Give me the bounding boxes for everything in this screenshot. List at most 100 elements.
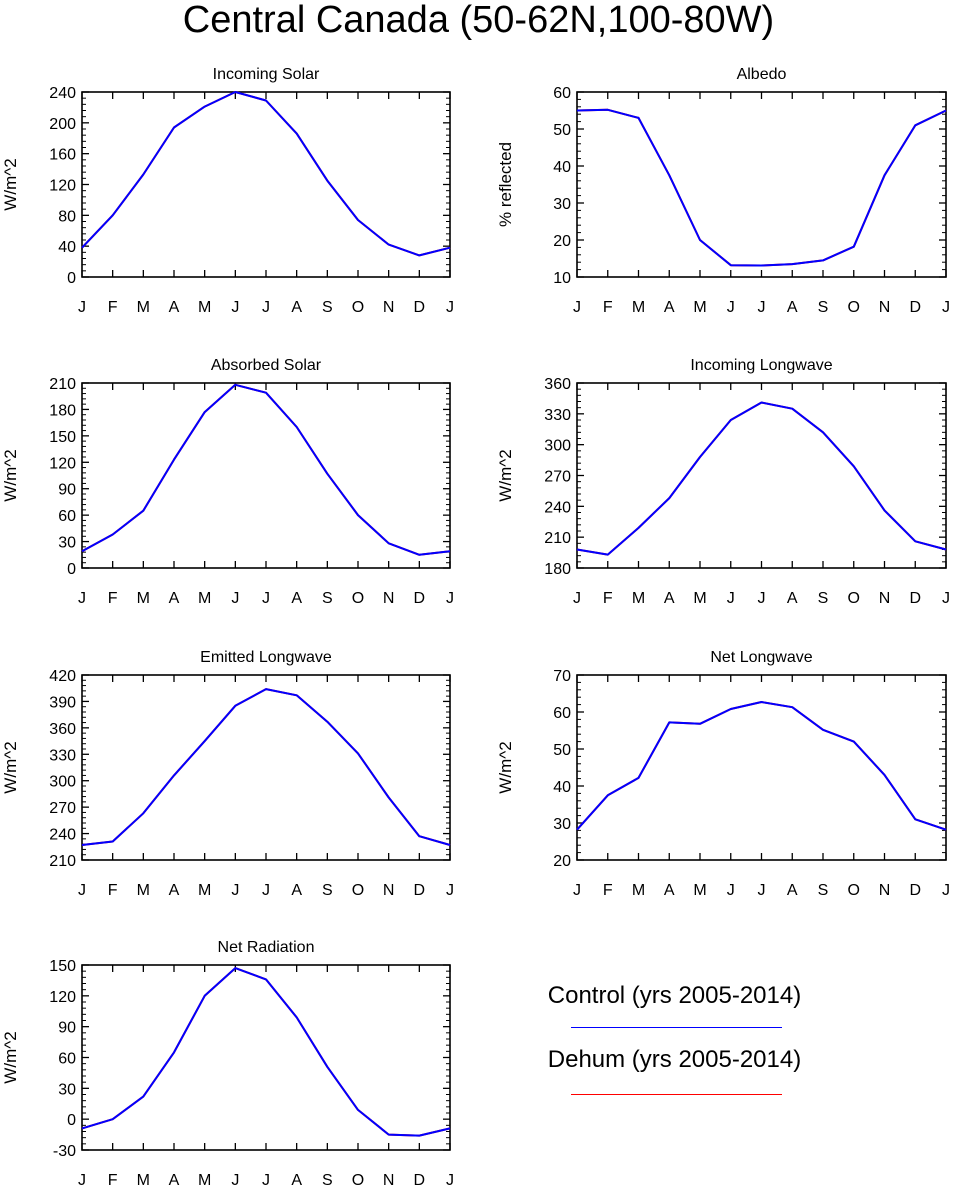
y-tick-label: 60 (58, 1051, 76, 1068)
panel-net-longwave: Net Longwave W/m^2 20 30 40 50 60 70 J F M A M J J A S O N… (496, 649, 950, 899)
y-tick-label: 420 (49, 668, 76, 685)
series-line-control (81, 383, 451, 556)
plot-frame (576, 382, 947, 569)
panel-title: Emitted Longwave (200, 649, 332, 666)
panel-title: Incoming Longwave (690, 357, 832, 374)
series-line-dehum (576, 401, 947, 556)
y-axis-label: % reflected (496, 142, 515, 227)
series-line-control (81, 967, 451, 1137)
x-tick-label: J (231, 1172, 239, 1187)
x-tick-label: A (787, 590, 798, 607)
x-tick-label: A (169, 299, 180, 316)
panel-title: Net Radiation (218, 939, 315, 956)
y-tick-label: 180 (544, 561, 571, 578)
y-tick-label: 120 (49, 989, 76, 1006)
x-tick-label: J (262, 590, 270, 607)
y-tick-label: 330 (49, 747, 76, 764)
y-axis-label: W/m^2 (1, 1031, 20, 1083)
x-tick-label: N (383, 882, 395, 899)
x-tick-label: A (169, 882, 180, 899)
x-tick-label: N (879, 299, 891, 316)
panel-title: Net Longwave (710, 649, 812, 666)
panel-absorbed-solar: Absorbed Solar W/m^2 0 30 60 90 120 150 180 210 J F… (1, 357, 454, 607)
y-tick-label: 50 (553, 742, 571, 759)
panel-title: Albedo (737, 66, 787, 83)
y-axis-label: W/m^2 (1, 449, 20, 501)
y-tick-label: 240 (544, 499, 571, 516)
x-tick-label: J (446, 1172, 454, 1187)
x-tick-label: A (787, 882, 798, 899)
plot-frame (576, 91, 947, 278)
x-tick-label: S (818, 882, 829, 899)
x-tick-label: M (632, 299, 645, 316)
figure-title: Central Canada (50-62N,100-80W) (182, 0, 775, 41)
y-tick-label: 50 (553, 122, 571, 139)
x-tick-label: A (291, 590, 302, 607)
series-line-dehum (576, 701, 947, 831)
y-tick-label: 300 (49, 774, 76, 791)
x-tick-label: F (108, 1172, 118, 1187)
x-tick-label: O (352, 882, 364, 899)
y-axis-label: W/m^2 (1, 741, 20, 793)
y-tick-label: 300 (544, 438, 571, 455)
x-tick-label: O (352, 299, 364, 316)
y-tick-label: 40 (58, 239, 76, 256)
x-tick-label: D (909, 882, 921, 899)
y-tick-label: 0 (67, 1112, 76, 1129)
x-tick-label: A (291, 882, 302, 899)
x-tick-label: A (291, 1172, 302, 1187)
x-tick-label: D (414, 1172, 426, 1187)
x-tick-label: F (603, 299, 613, 316)
x-tick-label: M (693, 299, 706, 316)
y-tick-label: 80 (58, 208, 76, 225)
x-tick-label: O (848, 590, 860, 607)
x-tick-label: A (664, 590, 675, 607)
x-tick-label: J (942, 590, 950, 607)
series-line-control (81, 91, 451, 257)
x-tick-label: D (414, 299, 426, 316)
legend-control-label: Control (yrs 2005-2014) (547, 982, 802, 1009)
x-tick-label: N (879, 590, 891, 607)
y-tick-label: 30 (58, 1081, 76, 1098)
x-tick-label: J (573, 299, 581, 316)
y-tick-label: 360 (544, 376, 571, 393)
series-line-dehum (81, 91, 451, 257)
x-tick-label: J (262, 1172, 270, 1187)
y-tick-label: 180 (49, 402, 76, 419)
x-tick-label: J (727, 299, 735, 316)
x-tick-label: A (291, 299, 302, 316)
y-tick-label: 270 (49, 800, 76, 817)
series-line-control (576, 701, 947, 831)
y-tick-label: 390 (49, 694, 76, 711)
x-tick-label: D (909, 590, 921, 607)
y-tick-label: 120 (49, 178, 76, 195)
y-tick-label: 150 (49, 429, 76, 446)
x-tick-label: N (383, 590, 395, 607)
x-tick-label: N (383, 1172, 395, 1187)
x-tick-label: M (198, 882, 211, 899)
x-tick-label: M (198, 590, 211, 607)
panel-incoming-longwave: Incoming Longwave W/m^2 180 210 240 270 300 330… (496, 357, 950, 607)
y-tick-label: 60 (553, 705, 571, 722)
x-tick-label: D (909, 299, 921, 316)
y-tick-label: 200 (49, 116, 76, 133)
x-tick-label: J (78, 299, 86, 316)
legend-control-line (571, 1027, 782, 1028)
series-line-dehum (81, 688, 451, 846)
y-tick-label: 90 (58, 1020, 76, 1037)
panel-emitted-longwave: Emitted Longwave W/m^2 210 240 270 300 330 360 3… (1, 649, 454, 899)
x-tick-label: M (137, 882, 150, 899)
x-tick-label: J (727, 590, 735, 607)
y-axis-label: W/m^2 (1, 158, 20, 210)
x-tick-label: J (446, 299, 454, 316)
x-tick-label: M (632, 882, 645, 899)
x-tick-label: J (78, 590, 86, 607)
x-tick-label: J (78, 882, 86, 899)
y-tick-label: 240 (49, 827, 76, 844)
plot-frame (81, 382, 451, 569)
y-tick-label: -30 (53, 1143, 76, 1160)
legend-dehum-line (571, 1094, 782, 1095)
y-tick-label: 0 (67, 561, 76, 578)
x-tick-label: D (414, 882, 426, 899)
